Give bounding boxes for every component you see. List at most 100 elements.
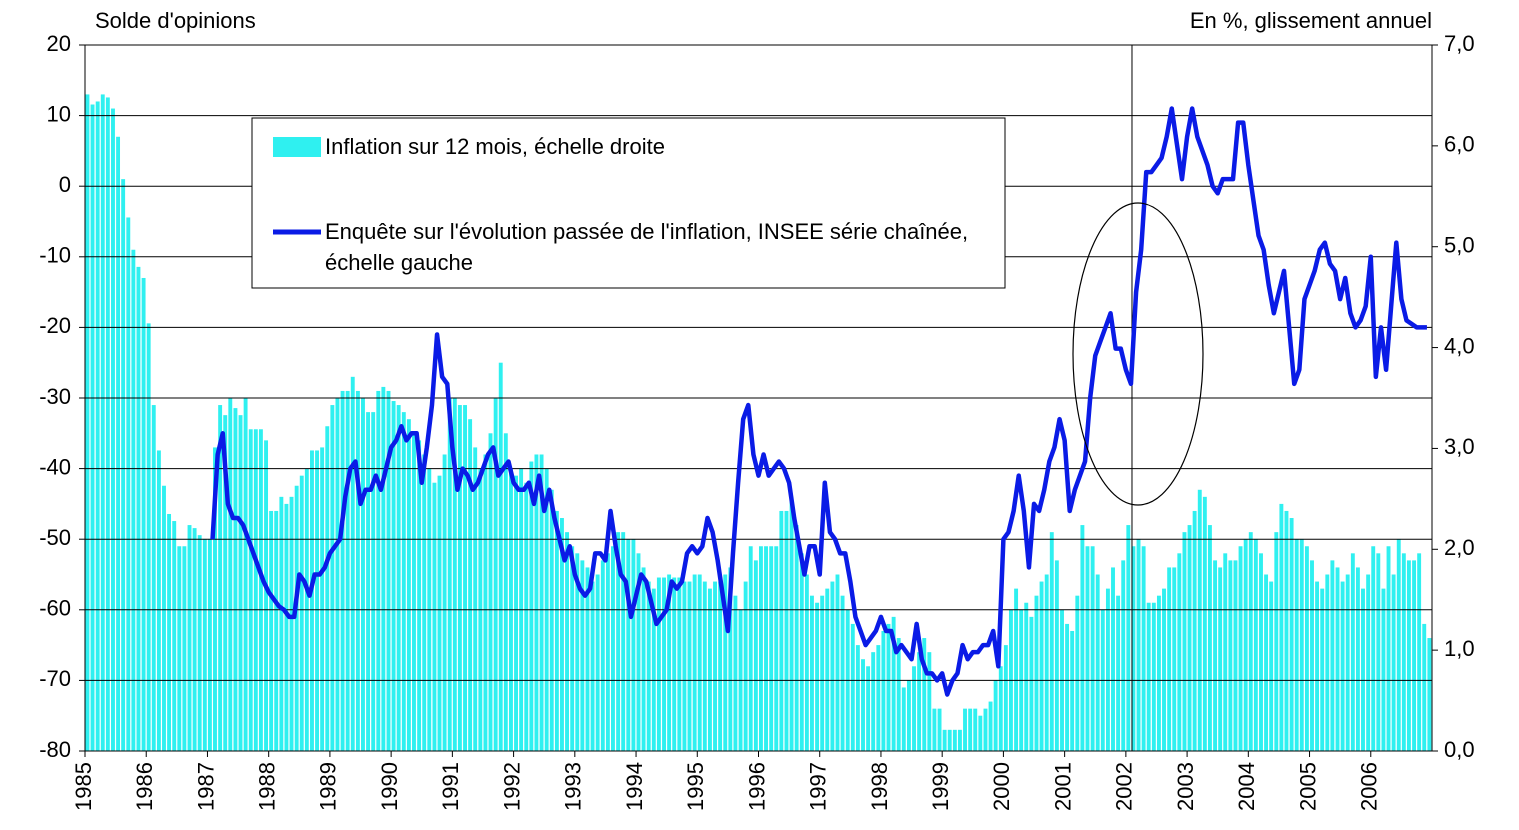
bar [866,666,871,751]
legend-box [251,117,1006,289]
bar [111,108,115,752]
bar [406,419,411,751]
bar [437,475,442,751]
bar [896,638,901,751]
y-tick-label: -30 [39,384,71,409]
bar [432,482,437,751]
x-tick-label: 2006 [1357,762,1382,811]
bar [1335,567,1340,751]
bar [1376,553,1381,751]
x-tick-label: 1998 [867,762,892,811]
x-tick-label: 2003 [1173,762,1198,811]
bar [1294,539,1299,751]
bar [1422,623,1427,751]
bar [815,602,820,751]
bar [840,595,845,751]
bar [213,447,217,751]
bar [723,574,728,751]
y2-tick-label: 3,0 [1444,434,1475,459]
bar [294,485,299,751]
bar [335,398,340,751]
bar [524,482,529,751]
bar [1350,553,1355,751]
bar [682,581,687,751]
bar [580,560,585,751]
bar [932,708,937,751]
bar [1417,553,1422,751]
bar [136,266,141,751]
y-tick-label: -20 [39,313,71,338]
bar [100,94,105,752]
bar [376,390,381,751]
bar [274,510,279,751]
x-tick-label: 1985 [71,762,96,811]
bar [1029,616,1034,751]
bar [861,659,865,751]
bar [1259,553,1263,751]
bar [718,581,723,751]
bar [1070,630,1075,751]
bar [493,398,498,751]
line-series [210,106,1427,697]
y2-tick-label: 0,0 [1444,737,1475,762]
bar [1054,560,1059,751]
y2-tick-label: 4,0 [1444,333,1475,358]
bar [917,652,922,751]
bar [1024,602,1029,751]
bar [310,450,314,751]
bar [202,539,207,751]
bar [942,729,947,751]
bar [1412,560,1417,751]
bar [1381,588,1386,751]
bar [1289,518,1294,751]
bar [575,553,580,751]
bar [457,405,462,751]
x-tick-label: 1993 [561,762,586,811]
bar [1126,525,1131,751]
bar [488,433,493,751]
y-axis-title: Solde d'opinions [95,8,256,33]
y-tick-label: -60 [39,596,71,621]
bar [1345,574,1350,751]
x-tick-label: 1988 [254,762,279,811]
bar [85,94,90,752]
bar [1304,546,1309,751]
bar [554,510,559,751]
bar [1116,595,1121,751]
x-tick-label: 1992 [499,762,524,811]
bar [238,415,243,751]
bar [350,376,355,751]
legend-label: Inflation sur 12 mois, échelle droite [325,134,665,159]
x-tick-label: 1989 [316,762,341,811]
bar [973,708,978,751]
bar [417,440,422,751]
bar [825,588,830,751]
bar [192,528,197,751]
bar [646,581,651,751]
bar [963,708,967,751]
bar [1284,510,1289,751]
bar [483,454,488,751]
legend-label: Enquête sur l'évolution passée de l'infl… [325,219,969,275]
bar [1213,560,1218,751]
x-tick-label: 1987 [193,762,218,811]
bar [912,666,916,751]
bar [1248,532,1253,751]
bar [162,485,166,751]
bar [595,574,600,751]
bar [891,616,896,751]
bar [600,560,605,751]
bar [611,546,615,751]
bar [233,408,238,751]
bar [345,390,350,751]
bar [1065,623,1070,751]
bar [1340,581,1345,751]
bar [151,405,156,751]
bar [549,489,554,751]
bar [947,729,952,751]
bar [621,532,626,751]
bar [850,623,855,751]
bar [1111,567,1115,751]
bar [529,461,534,751]
bar [1243,539,1248,751]
